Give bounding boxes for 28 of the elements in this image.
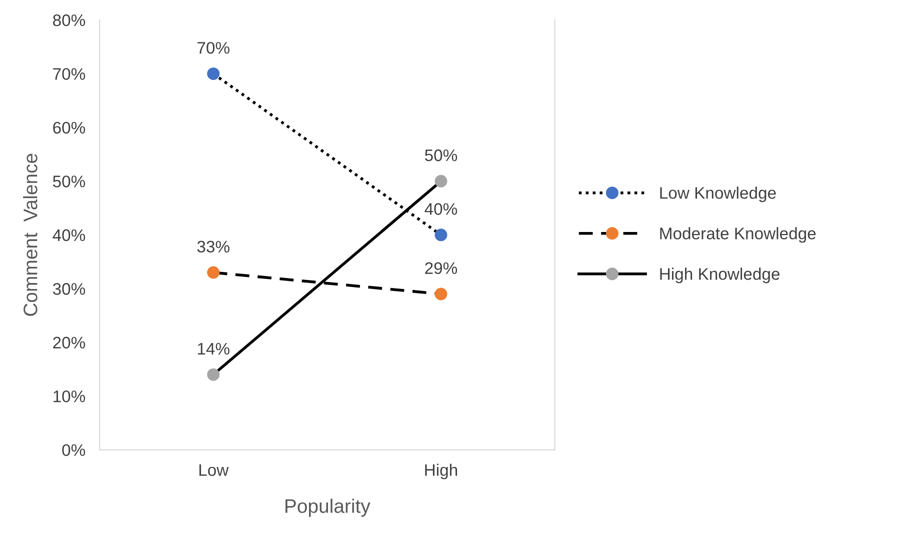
point xyxy=(434,228,448,242)
x-axis-title: Popularity xyxy=(286,498,370,517)
point xyxy=(434,288,448,300)
y-tick-label: 60% xyxy=(53,122,86,134)
y-tick-label: 80% xyxy=(53,14,86,26)
x-tick-label: Low xyxy=(199,464,229,476)
data-label: 29% xyxy=(425,262,458,274)
y-tick-label: 70% xyxy=(53,68,86,80)
data-label: 33% xyxy=(197,240,230,253)
y-axis-title: Comment Valence xyxy=(23,154,38,316)
point xyxy=(207,368,220,381)
y-tick-label: 20% xyxy=(53,336,86,349)
point xyxy=(207,266,220,279)
y-tick-label: 40% xyxy=(52,229,86,242)
point xyxy=(207,67,220,80)
legend-label: High Knowledge xyxy=(660,268,780,284)
y-tick-label: 50% xyxy=(52,176,86,188)
y-tick-label: 0% xyxy=(62,444,86,456)
y-tick-label: 30% xyxy=(52,283,86,295)
legend-label: Moderate Knowledge xyxy=(660,227,816,243)
data-label: 70% xyxy=(198,42,230,54)
x-tick-label: High xyxy=(425,464,458,480)
point xyxy=(434,174,448,188)
data-label: 14% xyxy=(198,342,230,355)
data-label: 40% xyxy=(424,203,458,215)
data-label: 50% xyxy=(424,149,458,162)
y-tick-label: 10% xyxy=(54,390,86,402)
legend-label: Low Knowledge xyxy=(660,186,776,202)
